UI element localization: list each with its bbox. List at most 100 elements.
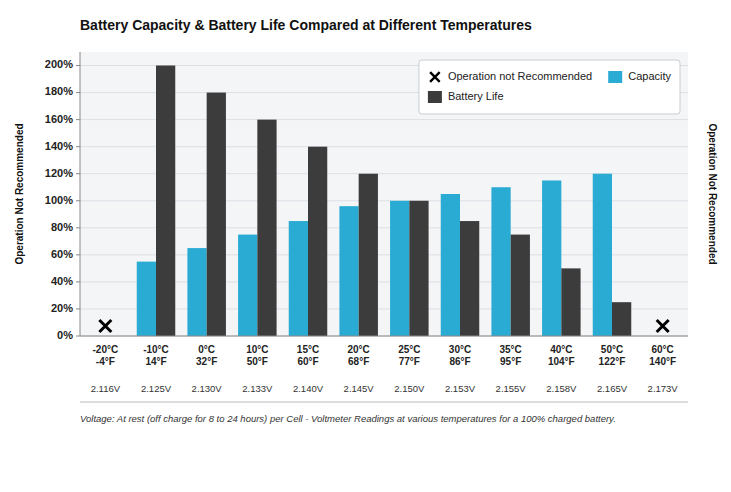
plot-background — [80, 52, 688, 336]
tick-label: 40% — [51, 275, 73, 287]
legend-label: Operation not Recommended — [448, 70, 592, 82]
tick-label: 0% — [57, 329, 73, 341]
bar — [491, 187, 510, 336]
tick-label-line: 50°F — [247, 356, 268, 367]
tick-label: 60°C140°F — [649, 344, 676, 367]
markers — [99, 320, 668, 332]
bar — [257, 120, 276, 336]
voltage-label: 2.158V — [546, 383, 577, 394]
bar — [137, 262, 156, 336]
tick-label-line: 30°C — [449, 344, 471, 355]
legend: Operation not Recommended Capacity Battery… — [419, 60, 680, 114]
voltage-label: 2.173V — [648, 383, 679, 394]
tick-label-line: 60°F — [297, 356, 318, 367]
tick-mark — [76, 336, 80, 337]
voltage-label: 2.155V — [496, 383, 527, 394]
bar — [409, 201, 428, 336]
tick-label-line: 95°F — [500, 356, 521, 367]
bar — [561, 268, 580, 336]
tick-label: -10°C14°F — [143, 344, 169, 367]
tick-mark — [76, 65, 80, 66]
bar — [156, 66, 175, 336]
tick-label: 100% — [45, 194, 73, 206]
tick-label-line: 86°F — [449, 356, 470, 367]
voltage-label: 2.165V — [597, 383, 628, 394]
bar — [289, 221, 308, 336]
legend-label: Capacity — [628, 70, 671, 82]
tick-label-line: 60°C — [651, 344, 673, 355]
tick-label-line: -4°F — [96, 356, 115, 367]
voltage-label: 2.140V — [293, 383, 324, 394]
tick-label: 40°C104°F — [548, 344, 575, 367]
tick-label-line: 25°C — [398, 344, 420, 355]
tick-label-line: 32°F — [196, 356, 217, 367]
legend-box — [419, 60, 680, 114]
voltage-label: 2.133V — [242, 383, 273, 394]
voltage-label: 2.130V — [192, 383, 223, 394]
bar — [207, 93, 226, 336]
tick-label-line: 15°C — [297, 344, 319, 355]
tick-label: 60% — [51, 248, 73, 260]
tick-label: 120% — [45, 167, 73, 179]
y-axis: 0% 20% 40% 60% 80% 100% 120% 140% 160% 180% 200% — [45, 58, 80, 340]
voltage-label: 2.150V — [394, 383, 425, 394]
voltage-label: 2.116V — [91, 383, 121, 394]
grid-line — [80, 336, 688, 337]
tick-label: 20°C68°F — [347, 344, 369, 367]
tick-mark — [76, 146, 80, 147]
bar — [390, 201, 409, 336]
tick-label: 50°C122°F — [599, 344, 626, 367]
x-axis-line — [80, 336, 688, 337]
tick-label-line: 104°F — [548, 356, 575, 367]
bar — [339, 206, 358, 336]
tick-mark — [76, 92, 80, 93]
tick-label: 30°C86°F — [449, 344, 471, 367]
voltage-label: 2.153V — [445, 383, 476, 394]
bar — [308, 147, 327, 336]
tick-label: 35°C95°F — [499, 344, 521, 367]
tick-label-line: 10°C — [246, 344, 268, 355]
bar — [511, 235, 530, 336]
tick-label: 15°C60°F — [297, 344, 319, 367]
tick-label-line: 20°C — [347, 344, 369, 355]
tick-label: 200% — [45, 58, 73, 70]
voltage-label: 2.125V — [141, 383, 172, 394]
tick-label-line: 14°F — [145, 356, 166, 367]
x-axis: -20°C-4°F-10°C14°F0°C32°F10°C50°F15°C60°… — [92, 344, 676, 367]
tick-label-line: 40°C — [550, 344, 572, 355]
tick-mark — [76, 173, 80, 174]
note: Voltage: At rest (off charge for 8 to 24… — [80, 413, 616, 424]
tick-mark — [76, 308, 80, 309]
tick-mark — [76, 254, 80, 255]
tick-label: 140% — [45, 140, 73, 152]
tick-label: 180% — [45, 85, 73, 97]
legend-label: Battery Life — [448, 90, 504, 102]
separator — [80, 402, 688, 403]
tick-label: 10°C50°F — [246, 344, 268, 367]
bar — [612, 302, 631, 336]
y-label-right: Operation Not Recommended — [707, 123, 718, 264]
tick-label: 80% — [51, 221, 73, 233]
tick-label: 20% — [51, 302, 73, 314]
tick-label-line: -10°C — [143, 344, 169, 355]
tick-label: 25°C77°F — [398, 344, 420, 367]
bar — [441, 194, 460, 336]
chart: 0%20%40%60%80%100%120%140%160%180%200%-2… — [0, 0, 731, 492]
tick-label-line: 140°F — [649, 356, 676, 367]
tick-label-line: 122°F — [599, 356, 626, 367]
legend-swatch — [430, 72, 440, 82]
x-marker — [99, 320, 111, 332]
tick-label-line: 0°C — [198, 344, 215, 355]
tick-label: 160% — [45, 113, 73, 125]
tick-mark — [76, 119, 80, 120]
voltage-row: 2.116V2.125V2.130V2.133V2.140V2.145V2.15… — [91, 383, 679, 394]
tick-mark — [76, 227, 80, 228]
tick-label-line: 35°C — [499, 344, 521, 355]
y-axis-line — [80, 52, 81, 336]
bar — [359, 174, 378, 336]
title: Battery Capacity & Battery Life Compared… — [80, 17, 532, 33]
y-label-left: Operation Not Recommended — [14, 123, 25, 264]
tick-label-line: 77°F — [399, 356, 420, 367]
legend-swatch — [608, 71, 622, 83]
bar — [593, 174, 612, 336]
